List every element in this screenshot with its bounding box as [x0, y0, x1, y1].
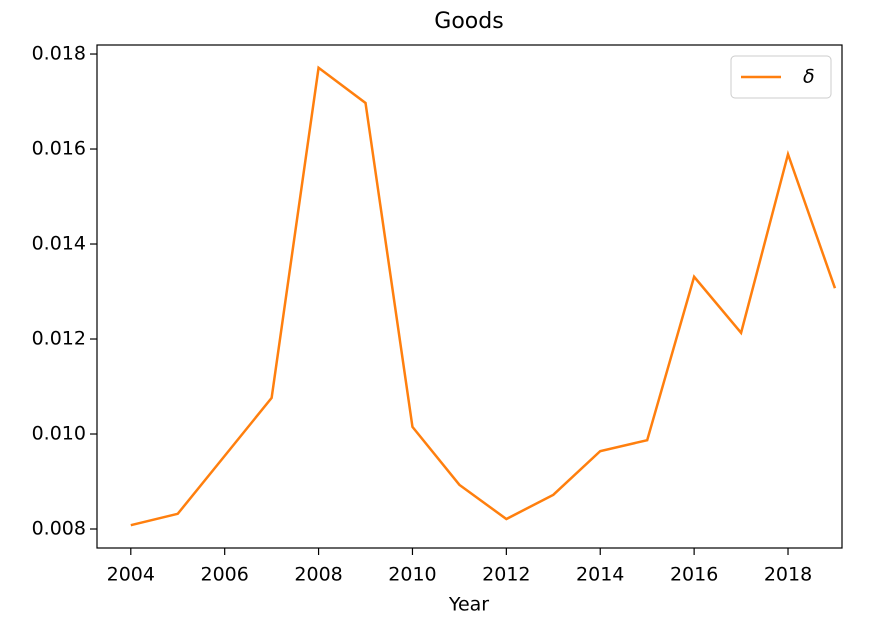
- x-tick-label: 2016: [670, 564, 718, 586]
- x-tick-label: 2006: [201, 564, 249, 586]
- chart-title: Goods: [434, 9, 503, 34]
- y-tick-label: 0.016: [32, 138, 86, 160]
- x-tick-label: 2012: [482, 564, 530, 586]
- x-axis-label: Year: [448, 594, 489, 616]
- y-tick-label: 0.012: [32, 328, 86, 350]
- x-tick-label: 2008: [294, 564, 342, 586]
- x-tick-label: 2018: [764, 564, 812, 586]
- x-tick-label: 2010: [388, 564, 436, 586]
- x-tick-label: 2004: [107, 564, 155, 586]
- y-tick-label: 0.010: [32, 423, 86, 445]
- x-tick-label: 2014: [576, 564, 624, 586]
- y-tick-label: 0.014: [32, 233, 86, 255]
- y-tick-label: 0.008: [32, 518, 86, 540]
- axes-frame: [96, 44, 843, 549]
- legend-label: δ: [803, 66, 815, 88]
- y-tick-label: 0.018: [32, 43, 86, 65]
- line: [130, 65, 837, 527]
